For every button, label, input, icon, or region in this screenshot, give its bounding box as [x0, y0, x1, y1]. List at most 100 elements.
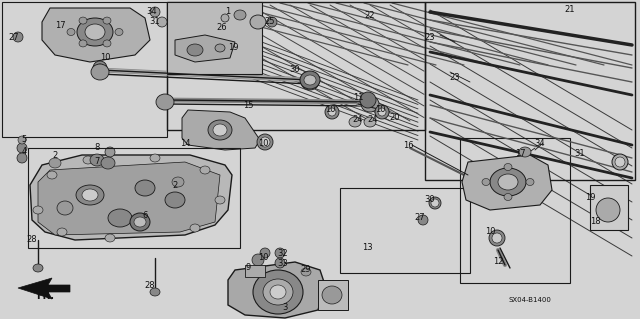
Bar: [425, 2, 635, 180]
Ellipse shape: [83, 156, 93, 164]
Ellipse shape: [156, 94, 174, 110]
Text: 5: 5: [21, 136, 27, 145]
Ellipse shape: [492, 233, 502, 243]
Text: 27: 27: [9, 33, 19, 42]
Ellipse shape: [270, 285, 286, 299]
Ellipse shape: [187, 44, 203, 56]
Ellipse shape: [325, 105, 339, 119]
Ellipse shape: [82, 189, 98, 201]
Ellipse shape: [301, 74, 319, 90]
Ellipse shape: [260, 248, 270, 258]
Ellipse shape: [76, 185, 104, 205]
Ellipse shape: [85, 24, 105, 40]
Text: 1: 1: [225, 8, 230, 17]
Ellipse shape: [33, 206, 43, 214]
Polygon shape: [182, 110, 260, 150]
Bar: [590, 185, 628, 230]
Polygon shape: [18, 278, 70, 299]
Ellipse shape: [304, 75, 316, 85]
Bar: [2, 2, 167, 137]
Ellipse shape: [172, 177, 184, 187]
Ellipse shape: [375, 105, 389, 119]
Ellipse shape: [263, 279, 293, 305]
Text: 12: 12: [493, 257, 503, 266]
Ellipse shape: [498, 174, 518, 190]
Text: FR.: FR.: [36, 291, 54, 301]
Text: 33: 33: [278, 258, 289, 268]
Text: 13: 13: [362, 243, 372, 253]
Ellipse shape: [17, 143, 27, 153]
Text: 24: 24: [368, 115, 378, 124]
Ellipse shape: [57, 201, 73, 215]
Text: 20: 20: [390, 114, 400, 122]
Ellipse shape: [504, 164, 512, 170]
Polygon shape: [228, 262, 325, 318]
Ellipse shape: [190, 224, 200, 232]
Text: 18: 18: [589, 218, 600, 226]
Ellipse shape: [596, 198, 620, 222]
Ellipse shape: [13, 32, 23, 42]
Text: 34: 34: [147, 8, 157, 17]
Ellipse shape: [67, 28, 75, 35]
Bar: [340, 188, 470, 273]
Polygon shape: [42, 8, 150, 62]
Ellipse shape: [504, 194, 512, 201]
Text: 23: 23: [425, 33, 435, 42]
Text: 7: 7: [94, 158, 100, 167]
Ellipse shape: [418, 215, 428, 225]
Ellipse shape: [49, 158, 61, 168]
Ellipse shape: [77, 18, 113, 46]
Text: 6: 6: [142, 211, 148, 219]
Ellipse shape: [275, 258, 285, 268]
Ellipse shape: [328, 108, 336, 116]
Bar: [28, 148, 240, 248]
Text: 17: 17: [54, 20, 65, 29]
Ellipse shape: [301, 268, 311, 276]
Ellipse shape: [215, 44, 225, 52]
Text: 29: 29: [301, 265, 311, 275]
Ellipse shape: [490, 168, 526, 196]
Bar: [425, 2, 635, 180]
Text: 16: 16: [403, 140, 413, 150]
Ellipse shape: [257, 134, 273, 150]
Ellipse shape: [322, 286, 342, 304]
Ellipse shape: [105, 234, 115, 242]
Ellipse shape: [150, 7, 160, 17]
Text: 11: 11: [353, 93, 364, 102]
Ellipse shape: [431, 199, 439, 207]
Ellipse shape: [200, 166, 210, 174]
Ellipse shape: [429, 197, 441, 209]
Text: 10: 10: [258, 254, 268, 263]
Ellipse shape: [33, 264, 43, 272]
Ellipse shape: [364, 117, 376, 127]
Ellipse shape: [349, 117, 361, 127]
Text: 24: 24: [353, 115, 364, 124]
Text: 2: 2: [52, 151, 58, 160]
Ellipse shape: [612, 154, 628, 170]
Ellipse shape: [93, 61, 107, 75]
Polygon shape: [38, 162, 220, 235]
Text: 34: 34: [534, 138, 545, 147]
Text: 26: 26: [217, 24, 227, 33]
Text: 2: 2: [172, 181, 178, 189]
Ellipse shape: [47, 171, 57, 179]
Text: 30: 30: [290, 65, 300, 75]
Ellipse shape: [134, 217, 146, 227]
Bar: [318, 280, 348, 310]
Ellipse shape: [150, 154, 160, 162]
Text: 3: 3: [282, 303, 288, 313]
Bar: [460, 138, 570, 283]
Ellipse shape: [79, 17, 87, 24]
Ellipse shape: [108, 209, 132, 227]
Text: 28: 28: [145, 280, 156, 290]
Text: 10: 10: [258, 138, 268, 147]
Text: 23: 23: [450, 73, 460, 83]
Ellipse shape: [526, 179, 534, 186]
Ellipse shape: [157, 17, 167, 27]
Bar: [167, 1, 425, 133]
Ellipse shape: [57, 228, 67, 236]
Ellipse shape: [18, 136, 26, 144]
Ellipse shape: [489, 230, 505, 246]
Ellipse shape: [165, 192, 185, 208]
Text: 17: 17: [515, 149, 525, 158]
